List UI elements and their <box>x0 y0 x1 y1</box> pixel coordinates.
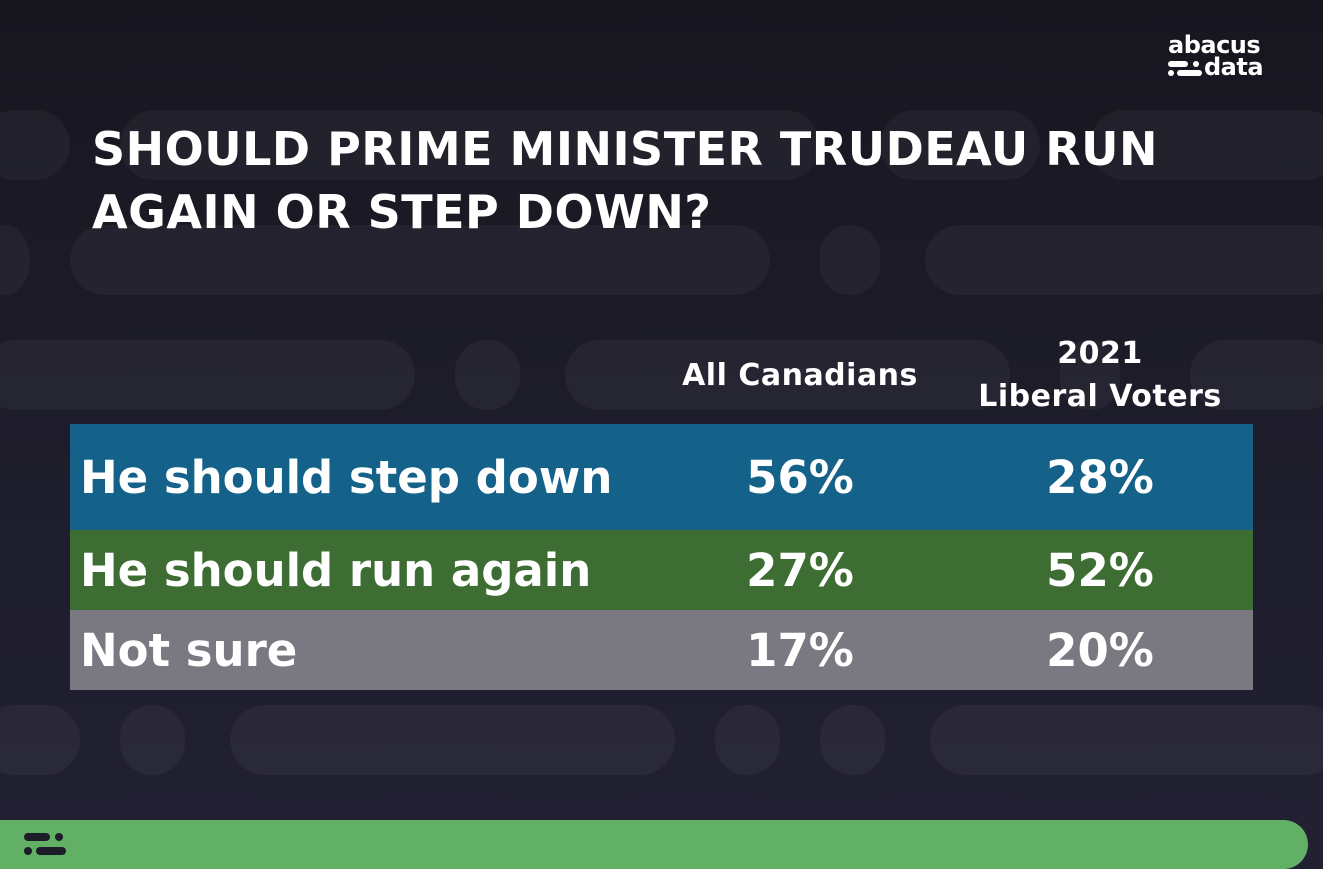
value-liberal-voters: 28% <box>1046 450 1154 504</box>
table-row-not-sure: Not sure 17% 20% <box>70 610 1253 690</box>
chart-title: SHOULD PRIME MINISTER TRUDEAU RUN AGAIN … <box>92 122 1159 239</box>
value-all-canadians: 27% <box>746 543 854 597</box>
abacus-data-logo: abacus data <box>1166 31 1276 81</box>
value-liberal-voters: 20% <box>1046 623 1154 677</box>
value-all-canadians: 56% <box>746 450 854 504</box>
value-liberal-voters: 52% <box>1046 543 1154 597</box>
table-row-step-down: He should step down 56% 28% <box>70 424 1253 530</box>
row-label: He should run again <box>80 543 592 597</box>
results-table: He should step down 56% 28% He should ru… <box>70 424 1253 690</box>
column-header-liberal-line1: 2021 <box>1057 336 1143 371</box>
value-all-canadians: 17% <box>746 623 854 677</box>
table-row-run-again: He should run again 27% 52% <box>70 530 1253 610</box>
column-header-liberal-line2: Liberal Voters <box>978 379 1222 414</box>
column-header-liberal-voters: 2021 Liberal Voters <box>940 332 1260 418</box>
row-label: Not sure <box>80 623 298 677</box>
logo-mark-icon <box>1168 61 1202 76</box>
footer-bar <box>0 820 1308 869</box>
row-label: He should step down <box>80 450 613 504</box>
column-header-all-canadians: All Canadians <box>682 358 918 393</box>
logo-text-data: data <box>1204 53 1264 81</box>
brand-mark-icon <box>24 833 66 855</box>
logo-text-abacus: abacus <box>1168 31 1261 59</box>
